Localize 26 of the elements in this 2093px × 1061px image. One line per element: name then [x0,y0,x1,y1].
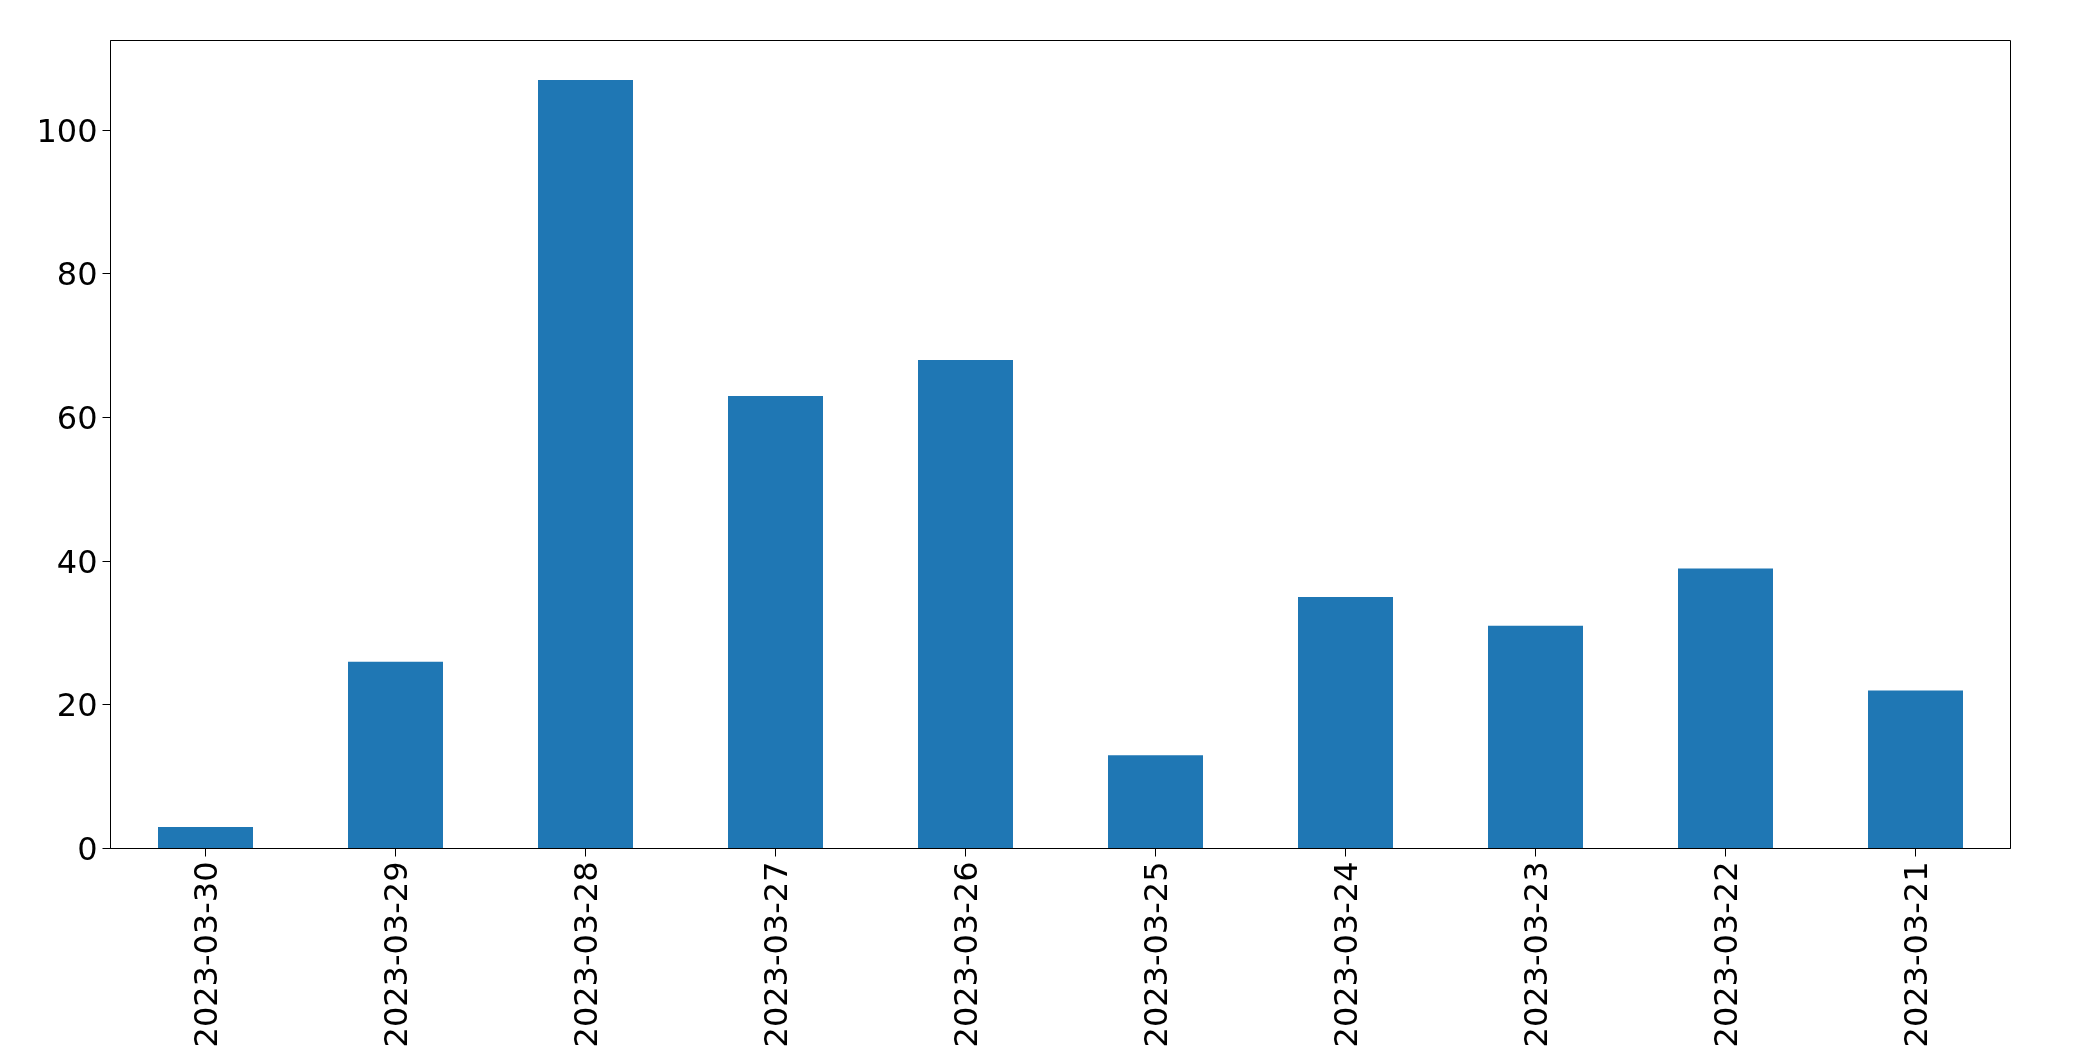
x-tick-label: 2023-03-26 [947,861,985,1048]
y-tick-label: 60 [56,399,98,438]
x-tick-label: 2023-03-23 [1517,861,1555,1048]
x-tick-label: 2023-03-28 [567,861,605,1048]
bar [918,360,1013,849]
x-tick-label: 2023-03-21 [1897,861,1935,1048]
bar [1678,568,1773,849]
x-tick-label: 2023-03-25 [1137,861,1175,1048]
bar [348,661,443,849]
x-tick-label: 2023-03-27 [757,861,795,1048]
bar [1108,755,1203,849]
bar [538,80,633,849]
bar [1868,690,1963,849]
y-tick-label: 100 [36,111,98,150]
x-tick-label: 2023-03-24 [1327,861,1365,1048]
x-tick-label: 2023-03-22 [1707,861,1745,1048]
bar [728,396,823,849]
y-tick-label: 0 [77,830,98,868]
y-tick-label: 20 [56,686,98,725]
y-tick-label: 80 [56,255,98,294]
x-tick-label: 2023-03-29 [377,861,415,1048]
x-tick-label: 2023-03-30 [187,861,225,1048]
bar [1298,597,1393,849]
y-tick-label: 40 [56,542,98,581]
bar [1488,625,1583,849]
bar [158,826,253,849]
